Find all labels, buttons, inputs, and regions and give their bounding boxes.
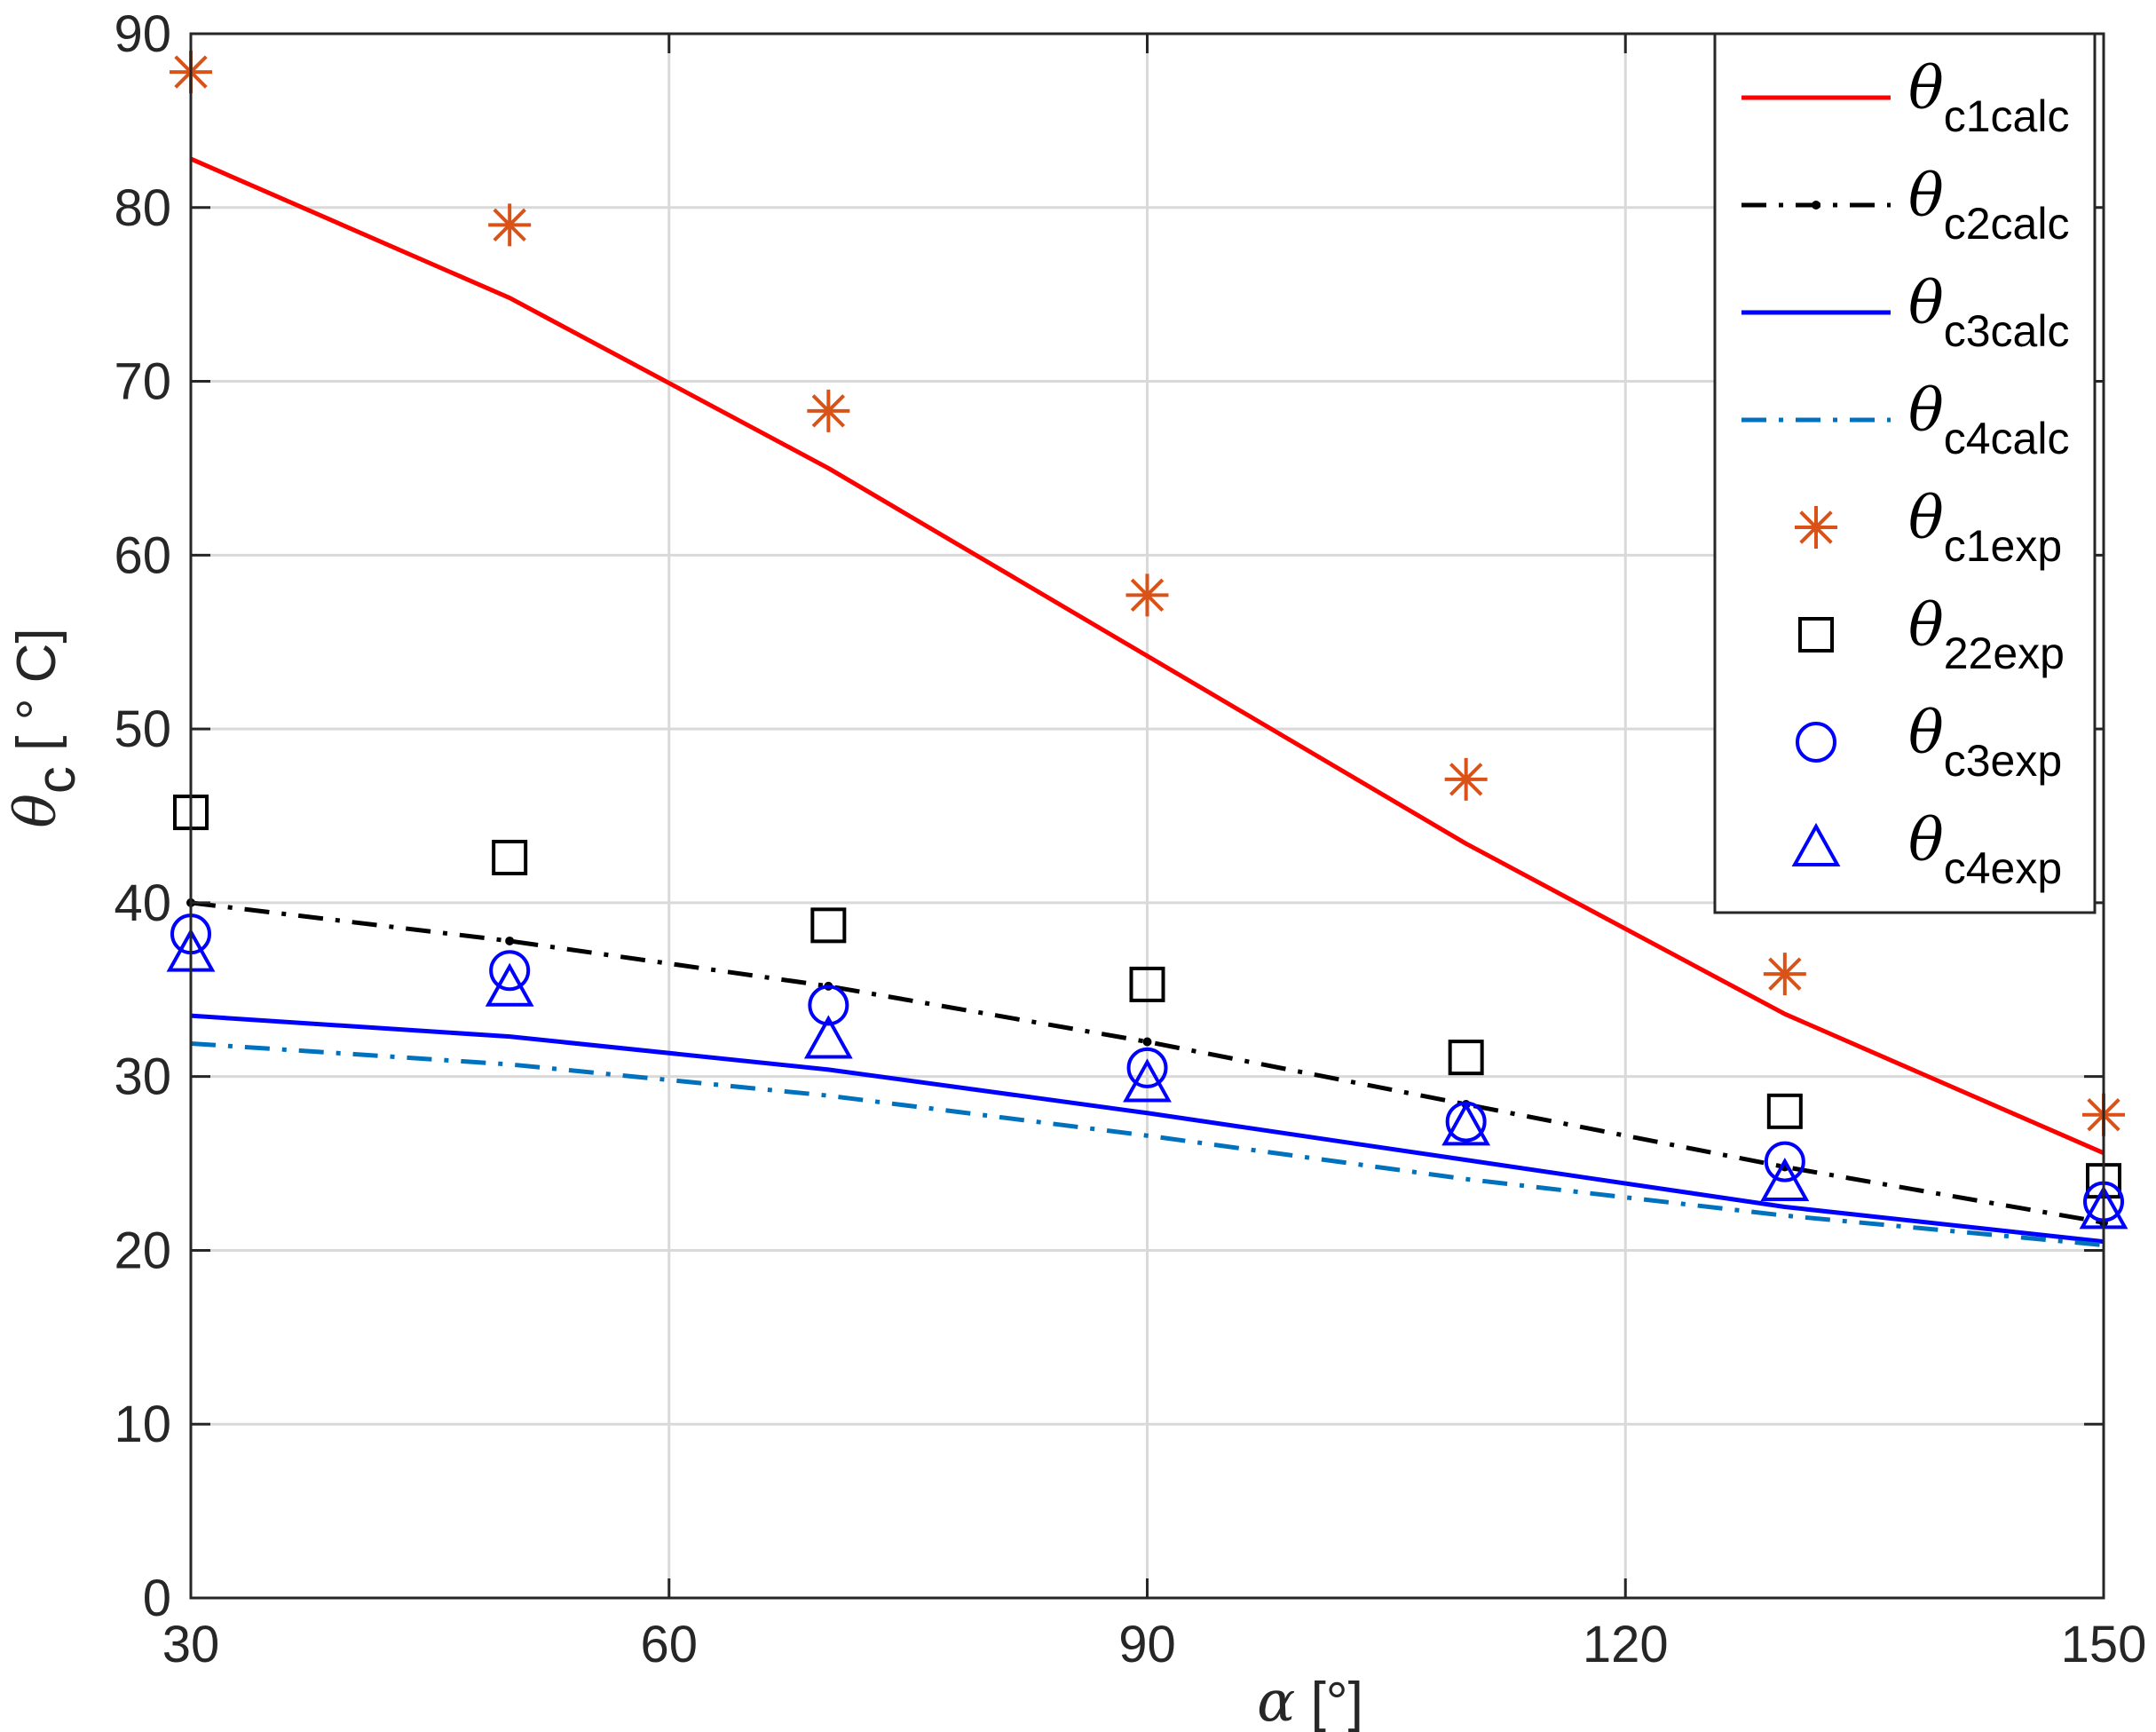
- x-axis-title: α [°]: [1257, 1669, 1363, 1732]
- y-axis-symbol: θ: [4, 794, 69, 828]
- y-tick-label: 90: [114, 5, 171, 63]
- data-point: [1125, 573, 1169, 617]
- data-point: [803, 1015, 853, 1059]
- legend-label: θc1calc: [1908, 54, 2069, 141]
- data-point: [810, 907, 847, 944]
- legend-label: θ22exp: [1908, 591, 2065, 678]
- series-c1calc: [190, 156, 2105, 1156]
- data-point: [1123, 1058, 1172, 1103]
- y-tick-label: 20: [114, 1222, 171, 1279]
- y-tick-label: 10: [114, 1396, 171, 1453]
- legend-swatch: [1791, 822, 1841, 866]
- y-tick-label: 50: [114, 700, 171, 758]
- y-axis-title: θc [ ° C]: [4, 628, 87, 827]
- data-point: [505, 936, 515, 945]
- data-point: [485, 962, 534, 1007]
- y-tick-label: 80: [114, 179, 171, 237]
- x-tick-label: 150: [2061, 1616, 2147, 1673]
- legend-entry: θc1exp: [1795, 484, 2062, 571]
- legend-label: θc4exp: [1908, 806, 2062, 893]
- legend-box: [1713, 32, 2097, 914]
- legend-symbol: θ: [1908, 699, 1944, 767]
- series-line: [190, 1013, 2105, 1245]
- legend-swatch: [1796, 722, 1836, 763]
- legend-subscript: c2calc: [1944, 199, 2070, 249]
- y-axis-subscript: c: [26, 766, 87, 794]
- y-tick-label: 60: [114, 526, 171, 584]
- data-point: [1129, 966, 1165, 1002]
- data-point: [1441, 1102, 1491, 1146]
- data-point: [807, 389, 850, 432]
- data-point: [1764, 1141, 1805, 1182]
- legend-subscript: c3calc: [1944, 306, 2070, 356]
- x-tick-label: 120: [1583, 1616, 1669, 1673]
- data-point: [1763, 953, 1806, 996]
- legend-swatch: [1798, 617, 1834, 652]
- y-tick-labels: 0 10 20 30 40 50 60 70 80 90: [114, 5, 171, 1627]
- data-point: [1766, 1093, 1803, 1129]
- series-22exp: [173, 795, 2121, 1199]
- y-axis-unit: [ ° C]: [6, 628, 67, 766]
- legend-label: θc4calc: [1908, 376, 2069, 463]
- legend-entry: θc3calc: [1741, 269, 2069, 356]
- legend-symbol: θ: [1908, 484, 1944, 552]
- legend-label: θc3calc: [1908, 269, 2069, 356]
- data-point: [1142, 1037, 1152, 1047]
- legend-label: θc1exp: [1908, 484, 2062, 571]
- legend-subscript: c1exp: [1944, 521, 2062, 571]
- data-point: [808, 985, 849, 1026]
- legend-symbol: θ: [1908, 269, 1944, 337]
- legend-entry: θc4calc: [1741, 376, 2069, 463]
- series-line: [190, 1040, 2105, 1248]
- x-tick-label: 30: [162, 1616, 220, 1673]
- legend-symbol: θ: [1908, 162, 1944, 230]
- data-point: [1126, 1047, 1168, 1088]
- x-tick-label: 90: [1118, 1616, 1176, 1673]
- x-tick-label: 60: [640, 1616, 698, 1673]
- legend-subscript: c4exp: [1944, 843, 2062, 893]
- data-point: [488, 203, 532, 247]
- series-c4calc: [190, 1040, 2105, 1248]
- legend-symbol: θ: [1908, 376, 1944, 445]
- series-c3calc: [190, 1013, 2105, 1245]
- legend-symbol: θ: [1908, 806, 1944, 874]
- legend-swatch: [1795, 506, 1837, 549]
- legend-subscript: 22exp: [1944, 629, 2065, 678]
- y-tick-label: 40: [114, 874, 171, 932]
- legend: θc1calcθc2calcθc3calcθc4calcθc1expθ22exp…: [1713, 32, 2097, 914]
- legend-subscript: c4calc: [1944, 414, 2070, 463]
- data-point: [1448, 1040, 1484, 1076]
- y-tick-label: 30: [114, 1048, 171, 1106]
- legend-label: θc3exp: [1908, 699, 2062, 786]
- data-point: [492, 839, 528, 875]
- data-point: [489, 950, 531, 992]
- legend-entry: θc4exp: [1791, 806, 2062, 893]
- x-axis-symbol: α: [1257, 1669, 1295, 1732]
- x-axis-unit: [°]: [1295, 1672, 1362, 1732]
- legend-entry: θ22exp: [1798, 591, 2065, 678]
- legend-symbol: θ: [1908, 54, 1944, 123]
- legend-entry: θc3exp: [1796, 699, 2062, 786]
- legend-swatch-dot: [1812, 201, 1820, 210]
- x-tick-labels: 30 60 90 120 150: [162, 1616, 2147, 1673]
- legend-subscript: c1calc: [1944, 91, 2070, 141]
- plot-series: [166, 51, 2128, 1248]
- series-line: [190, 156, 2105, 1156]
- data-point: [1760, 1157, 1810, 1202]
- legend-entry: θc1calc: [1741, 54, 2069, 141]
- legend-subscript: c3exp: [1944, 736, 2062, 786]
- y-tick-label: 70: [114, 353, 171, 411]
- data-point: [1444, 757, 1488, 801]
- legend-entry: θc2calc: [1741, 162, 2069, 249]
- y-tick-label: 0: [143, 1570, 171, 1627]
- legend-label: θc2calc: [1908, 162, 2069, 249]
- legend-symbol: θ: [1908, 591, 1944, 660]
